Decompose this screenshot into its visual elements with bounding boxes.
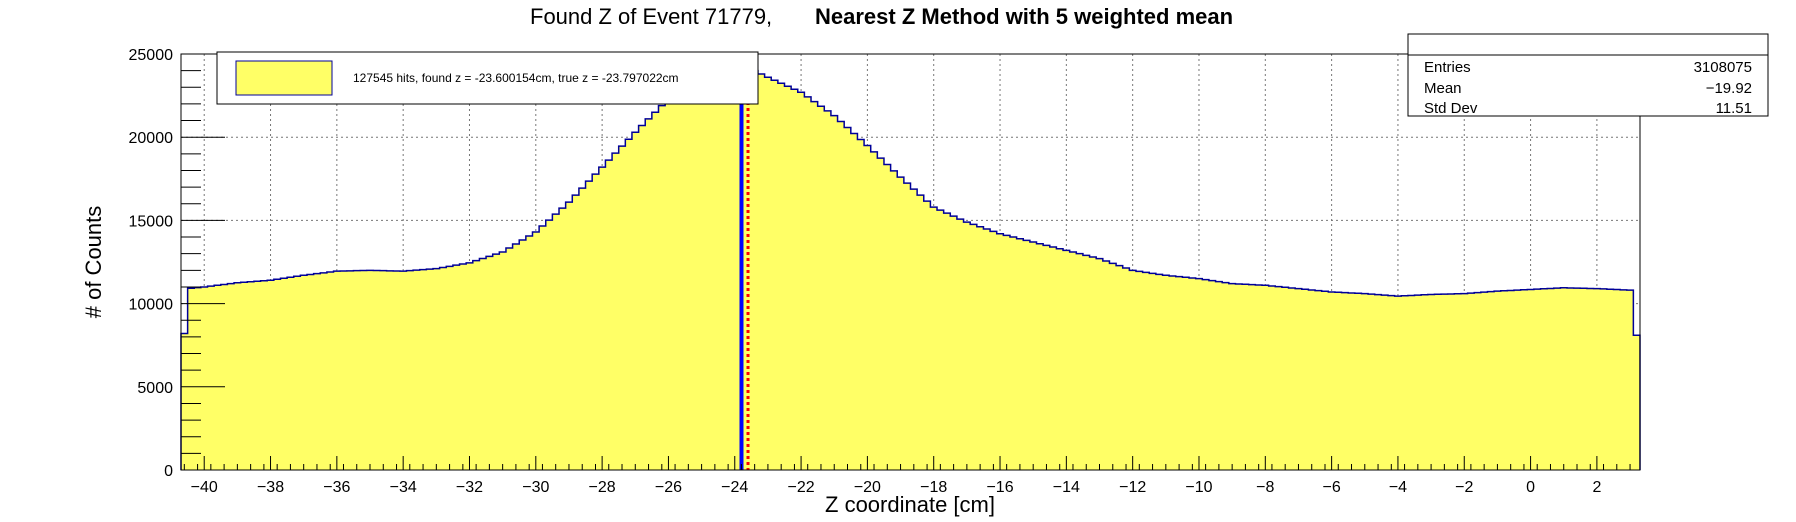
- x-tick-label: −6: [1322, 479, 1340, 496]
- x-tick-label: −38: [257, 479, 284, 496]
- y-tick-label: 25000: [129, 47, 174, 64]
- chart-title-part2: Nearest Z Method with 5 weighted mean: [815, 4, 1233, 29]
- legend-entry-label: 127545 hits, found z = -23.600154cm, tru…: [353, 71, 679, 85]
- stats-box: Entries 3108075 Mean −19.92 Std Dev 11.5…: [1407, 33, 1769, 117]
- x-tick-label: −30: [522, 479, 549, 496]
- y-tick-label: 0: [164, 463, 173, 480]
- y-tick-label: 5000: [137, 380, 173, 397]
- x-tick-label: −36: [323, 479, 350, 496]
- stats-value-mean: −19.92: [1706, 80, 1752, 97]
- x-tick-label: 2: [1592, 479, 1601, 496]
- y-tick-label: 20000: [129, 130, 174, 147]
- stats-label-entries: Entries: [1424, 59, 1471, 76]
- stats-label-stddev: Std Dev: [1424, 100, 1478, 117]
- stats-value-entries: 3108075: [1694, 59, 1752, 76]
- x-tick-label: −10: [1185, 479, 1212, 496]
- x-axis: −40 −38 −36 −34 −32 −30 −28 −26 −24 −22 −20 −18 −16−…: [183, 456, 1631, 496]
- x-tick-label: −26: [655, 479, 682, 496]
- x-tick-label: −34: [390, 479, 417, 496]
- y-tick-label: 15000: [129, 213, 174, 230]
- x-tick-label: −32: [456, 479, 483, 496]
- x-tick-label: −8: [1256, 479, 1274, 496]
- stats-value-stddev: 11.51: [1716, 100, 1752, 117]
- y-axis-title: # of Counts: [81, 206, 106, 319]
- chart-title-part1: Found Z of Event 71779,: [530, 4, 772, 29]
- x-tick-label: −22: [788, 479, 815, 496]
- y-axis: 0 5000 10000 15000 20000 25000: [129, 47, 225, 480]
- x-tick-label: −18: [920, 479, 947, 496]
- x-tick-label: −4: [1389, 479, 1407, 496]
- x-tick-label: 0: [1526, 479, 1535, 496]
- histogram-outline: [180, 68, 1641, 470]
- legend: 127545 hits, found z = -23.600154cm, tru…: [216, 51, 759, 105]
- x-tick-label: −28: [589, 479, 616, 496]
- legend-swatch: [235, 60, 333, 96]
- x-axis-title: Z coordinate [cm]: [825, 492, 995, 517]
- histogram-fill: [181, 68, 1640, 470]
- x-tick-label: −12: [1119, 479, 1146, 496]
- x-tick-label: −40: [191, 479, 218, 496]
- x-tick-label: −14: [1053, 479, 1080, 496]
- x-tick-label: −2: [1455, 479, 1473, 496]
- x-tick-label: −24: [721, 479, 748, 496]
- stats-label-mean: Mean: [1424, 80, 1462, 97]
- x-tick-label: −20: [854, 479, 881, 496]
- plot-frame: [180, 53, 1641, 471]
- y-tick-label: 10000: [129, 297, 174, 314]
- x-tick-label: −16: [986, 479, 1013, 496]
- stats-box-frame: [1407, 33, 1769, 117]
